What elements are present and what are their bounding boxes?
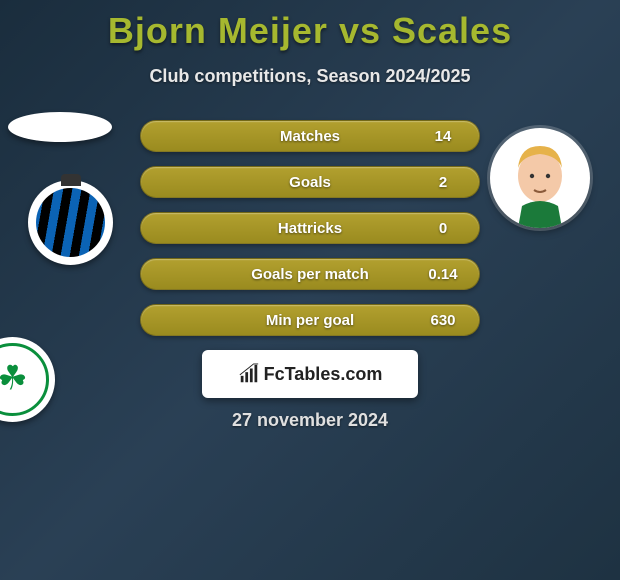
stat-row-min-per-goal: Min per goal 630: [140, 304, 480, 336]
stat-label: Hattricks: [197, 220, 423, 237]
stat-row-hattricks: Hattricks 0: [140, 212, 480, 244]
stat-right-value: 630: [423, 312, 463, 329]
stat-label: Goals per match: [197, 266, 423, 283]
page-title: Bjorn Meijer vs Scales: [0, 0, 620, 52]
subtitle: Club competitions, Season 2024/2025: [0, 66, 620, 87]
stat-label: Min per goal: [197, 312, 423, 329]
stat-row-matches: Matches 14: [140, 120, 480, 152]
brand-label: FcTables.com: [264, 364, 383, 385]
stat-right-value: 2: [423, 174, 463, 191]
stat-row-goals-per-match: Goals per match 0.14: [140, 258, 480, 290]
brand-badge: FcTables.com: [202, 350, 418, 398]
date-label: 27 november 2024: [0, 410, 620, 431]
club-badge-brugge: [28, 180, 113, 265]
stat-right-value: 14: [423, 128, 463, 145]
stat-label: Matches: [197, 128, 423, 145]
comparison-panel: Matches 14 Goals 2 Hattricks 0 Goals per…: [0, 120, 620, 290]
stat-row-goals: Goals 2: [140, 166, 480, 198]
stat-label: Goals: [197, 174, 423, 191]
stats-list: Matches 14 Goals 2 Hattricks 0 Goals per…: [140, 120, 480, 350]
chart-icon: [238, 363, 260, 385]
face-icon: [500, 138, 580, 228]
stat-right-value: 0.14: [423, 266, 463, 283]
player-right-avatar: [490, 128, 590, 228]
stat-right-value: 0: [423, 220, 463, 237]
player-left-avatar: [8, 112, 112, 142]
